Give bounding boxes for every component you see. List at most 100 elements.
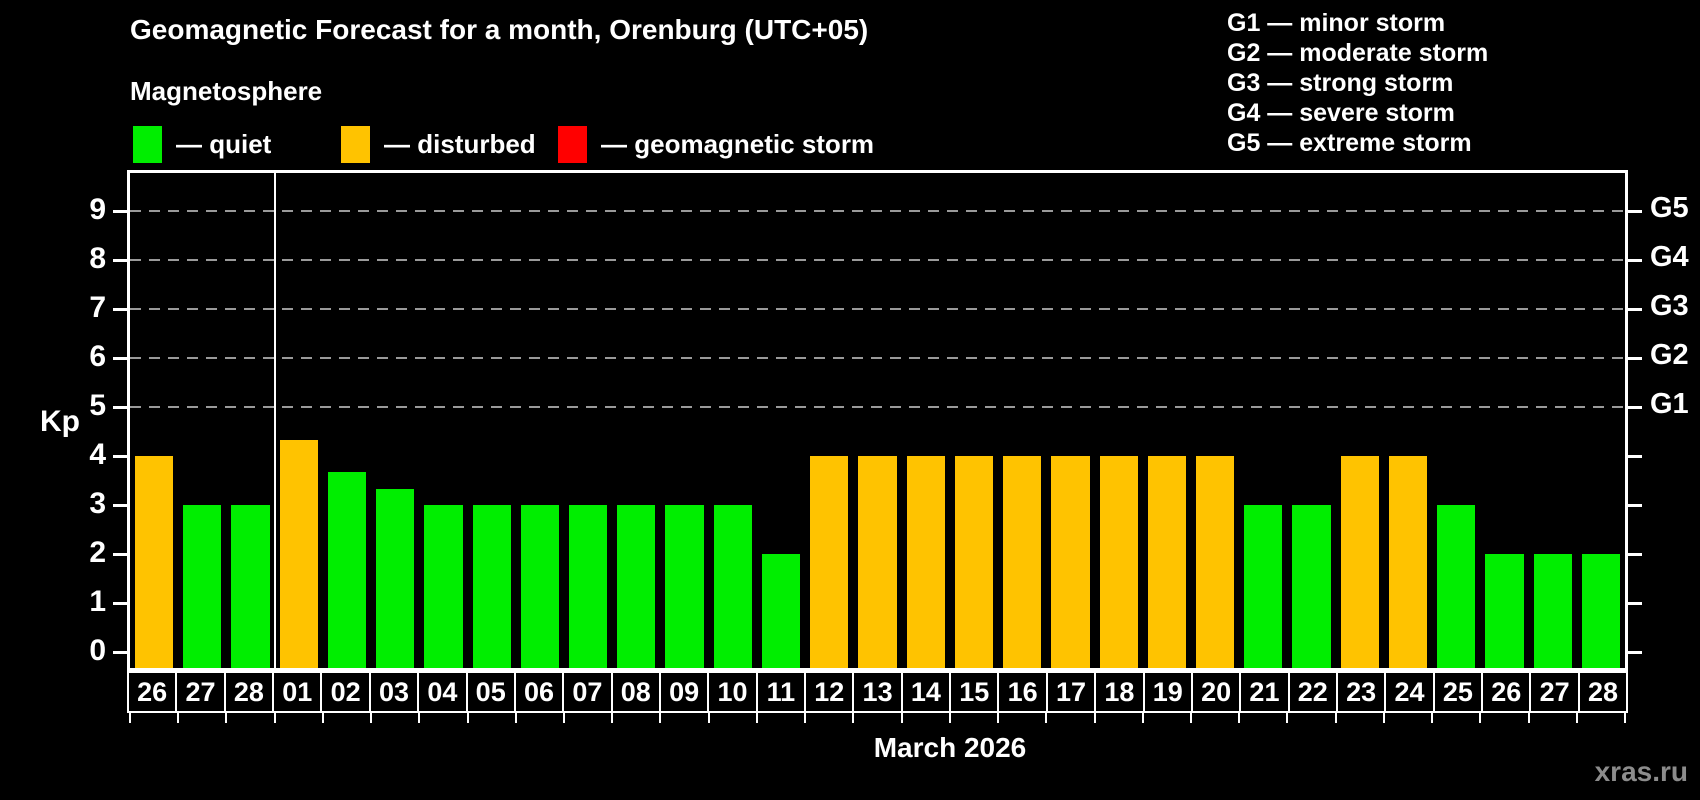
y-tick-6 bbox=[113, 356, 127, 360]
bar-mar-09 bbox=[665, 504, 704, 668]
right-tick-5 bbox=[1628, 405, 1642, 409]
kp-axis-label: Kp bbox=[40, 405, 80, 438]
g-label-g1: G1 bbox=[1650, 387, 1689, 420]
bottom-tick-20 bbox=[1093, 713, 1096, 723]
day-cell-mar-16: 16 bbox=[997, 671, 1048, 713]
bar-mar-16 bbox=[1003, 455, 1042, 668]
bottom-tick-19 bbox=[1045, 713, 1048, 723]
right-tick-2 bbox=[1628, 552, 1642, 556]
bar-feb-28 bbox=[231, 504, 270, 668]
bottom-tick-21 bbox=[1141, 713, 1144, 723]
bar-mar-24 bbox=[1388, 455, 1428, 668]
month-axis-label: March 2026 bbox=[873, 732, 1027, 763]
bar-mar-01 bbox=[279, 439, 318, 668]
gridline-g1 bbox=[130, 405, 1625, 408]
legend-item-quiet: — quiet bbox=[133, 126, 271, 163]
bottom-tick-27 bbox=[1431, 713, 1434, 723]
right-tick-1 bbox=[1628, 601, 1642, 605]
day-cell-mar-13: 13 bbox=[852, 671, 903, 713]
bottom-tick-31 bbox=[1624, 713, 1626, 723]
y-tick-label-3: 3 bbox=[89, 486, 106, 520]
day-cell-mar-09: 09 bbox=[658, 671, 710, 713]
day-cell-mar-06: 06 bbox=[513, 671, 565, 713]
legend-item-disturbed: — disturbed bbox=[341, 126, 536, 163]
right-tick-9 bbox=[1628, 209, 1642, 213]
bottom-tick-2 bbox=[225, 713, 228, 723]
y-tick-label-8: 8 bbox=[89, 241, 106, 275]
g-label-g4: G4 bbox=[1650, 240, 1689, 273]
bar-mar-19 bbox=[1147, 455, 1186, 668]
y-tick-1 bbox=[113, 601, 127, 605]
bottom-tick-30 bbox=[1575, 713, 1578, 723]
y-tick-label-6: 6 bbox=[89, 339, 106, 373]
bar-mar-13 bbox=[858, 455, 897, 668]
bottom-axis-ticks bbox=[129, 713, 1626, 725]
bottom-tick-10 bbox=[611, 713, 614, 723]
g-scale-item-g3: G3 — strong storm bbox=[1227, 69, 1454, 97]
right-tick-4 bbox=[1628, 454, 1642, 458]
gridline-g4 bbox=[130, 258, 1625, 261]
day-cell-mar-22: 22 bbox=[1287, 671, 1338, 713]
day-label-row: 26 27 28 01 02 03 04 05 06 07 08 09 10 11 12 13 14 15 16 17… bbox=[127, 671, 1629, 713]
day-cell-mar-03: 03 bbox=[368, 671, 420, 713]
plot-area bbox=[127, 170, 1628, 671]
day-cell-mar-14: 14 bbox=[900, 671, 952, 713]
bar-mar-26 bbox=[1485, 553, 1524, 668]
bottom-tick-8 bbox=[514, 713, 517, 723]
bottom-tick-7 bbox=[466, 713, 469, 723]
day-cell-mar-08: 08 bbox=[610, 671, 661, 713]
day-cell-mar-17: 17 bbox=[1045, 671, 1097, 713]
bottom-tick-4 bbox=[321, 713, 324, 723]
bottom-tick-18 bbox=[997, 713, 1000, 723]
g-scale-item-g5: G5 — extreme storm bbox=[1227, 129, 1472, 157]
day-cell-feb-26: 26 bbox=[127, 671, 178, 713]
right-tick-7 bbox=[1628, 307, 1642, 311]
bottom-tick-17 bbox=[948, 713, 951, 723]
bottom-tick-15 bbox=[852, 713, 855, 723]
bar-mar-22 bbox=[1292, 504, 1331, 668]
bar-mar-06 bbox=[520, 504, 560, 668]
legend-swatch-quiet bbox=[133, 126, 162, 163]
day-cell-feb-27: 27 bbox=[175, 671, 226, 713]
bottom-tick-25 bbox=[1334, 713, 1337, 723]
bar-mar-14 bbox=[906, 455, 945, 668]
bar-mar-25 bbox=[1437, 504, 1476, 668]
bottom-tick-14 bbox=[804, 713, 807, 723]
day-cell-mar-25: 25 bbox=[1432, 671, 1484, 713]
gridline-g3 bbox=[130, 307, 1625, 310]
bottom-tick-9 bbox=[563, 713, 566, 723]
day-cell-mar-02: 02 bbox=[320, 671, 371, 713]
y-tick-8 bbox=[113, 258, 127, 262]
gridline-g2 bbox=[130, 356, 1625, 359]
bottom-tick-5 bbox=[370, 713, 373, 723]
g-label-g3: G3 bbox=[1650, 289, 1689, 322]
bottom-tick-16 bbox=[900, 713, 903, 723]
bar-mar-17 bbox=[1051, 455, 1090, 668]
day-cell-mar-04: 04 bbox=[417, 671, 468, 713]
day-cell-mar-12: 12 bbox=[804, 671, 855, 713]
y-tick-7 bbox=[113, 307, 127, 311]
day-cell-mar-11: 11 bbox=[755, 671, 807, 713]
bottom-tick-13 bbox=[755, 713, 758, 723]
bar-mar-28 bbox=[1581, 553, 1620, 668]
bar-mar-27 bbox=[1533, 553, 1572, 668]
bar-mar-05 bbox=[472, 504, 511, 668]
day-cell-mar-23: 23 bbox=[1335, 671, 1387, 713]
bottom-tick-1 bbox=[177, 713, 180, 723]
y-tick-2 bbox=[113, 552, 127, 556]
bar-mar-23 bbox=[1340, 455, 1379, 668]
day-cell-mar-01: 01 bbox=[272, 671, 323, 713]
legend-swatch-storm bbox=[558, 126, 587, 163]
day-cell-mar-21: 21 bbox=[1239, 671, 1290, 713]
bottom-tick-23 bbox=[1238, 713, 1241, 723]
y-tick-4 bbox=[113, 454, 127, 458]
day-cell-mar-15: 15 bbox=[949, 671, 1000, 713]
day-cell-mar-18: 18 bbox=[1094, 671, 1145, 713]
y-tick-label-9: 9 bbox=[89, 192, 106, 226]
y-tick-label-4: 4 bbox=[89, 437, 106, 471]
legend-swatch-disturbed bbox=[341, 126, 370, 163]
bottom-tick-12 bbox=[707, 713, 710, 723]
bar-mar-15 bbox=[954, 455, 994, 668]
bar-mar-02 bbox=[327, 472, 367, 668]
day-cell-mar-26: 26 bbox=[1481, 671, 1532, 713]
